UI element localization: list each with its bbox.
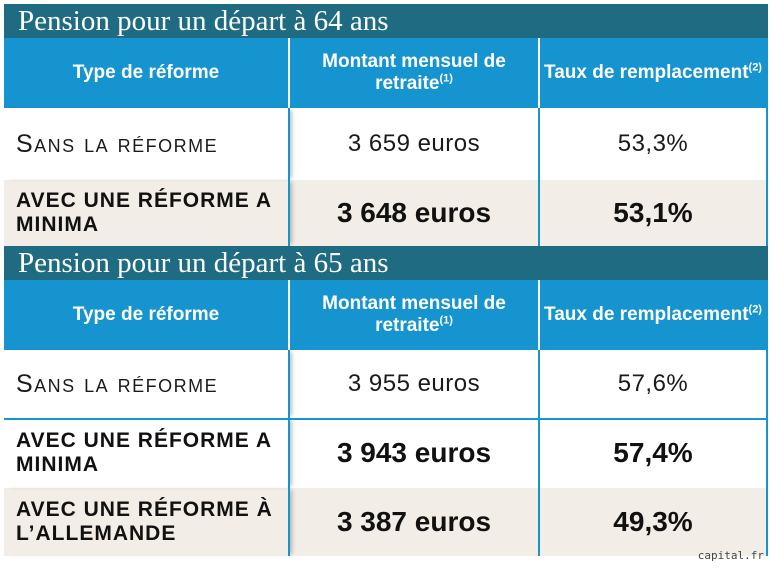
- row-rate: 53,3%: [540, 108, 768, 180]
- row-amount: 3 955 euros: [290, 350, 540, 418]
- row-label: Avec une réforme a minima: [4, 180, 290, 246]
- row-divider: [4, 418, 768, 420]
- amount-note: (1): [439, 72, 453, 85]
- row-amount: 3 943 euros: [290, 418, 540, 488]
- header-rate: Taux de remplacement(2): [540, 280, 768, 350]
- table-header: Type de réforme Montant mensuel de retra…: [4, 38, 768, 108]
- row-amount: 3 659 euros: [290, 108, 540, 180]
- table-header: Type de réforme Montant mensuel de retra…: [4, 280, 768, 350]
- header-rate: Taux de remplacement(2): [540, 38, 768, 108]
- row-rate: 53,1%: [540, 180, 768, 246]
- row-amount: 3 387 euros: [290, 488, 540, 556]
- row-label: Avec une réforme à l’allemande: [4, 488, 290, 556]
- row-label: Avec une réforme a minima: [4, 418, 290, 488]
- section-65: Pension pour un départ à 65 ans Type de …: [4, 246, 768, 556]
- header-type: Type de réforme: [4, 280, 290, 350]
- row-rate: 57,4%: [540, 418, 768, 488]
- section-title: Pension pour un départ à 65 ans: [4, 246, 768, 280]
- table-row: Avec une réforme a minima 3 648 euros 53…: [4, 180, 768, 246]
- header-type: Type de réforme: [4, 38, 290, 108]
- row-rate: 57,6%: [540, 350, 768, 418]
- table-row: Avec une réforme à l’allemande 3 387 eur…: [4, 488, 768, 556]
- rate-note: (2): [748, 303, 762, 316]
- amount-note: (1): [439, 314, 453, 327]
- row-amount: 3 648 euros: [290, 180, 540, 246]
- table-row: Avec une réforme a minima 3 943 euros 57…: [4, 418, 768, 488]
- row-label: Sans la réforme: [4, 350, 290, 418]
- header-amount: Montant mensuel de retraite(1): [290, 38, 540, 108]
- table-row: Sans la réforme 3 955 euros 57,6%: [4, 350, 768, 418]
- section-title: Pension pour un départ à 64 ans: [4, 4, 768, 38]
- section-64: Pension pour un départ à 64 ans Type de …: [4, 4, 768, 246]
- source-credit: capital.fr: [697, 549, 764, 562]
- header-amount: Montant mensuel de retraite(1): [290, 280, 540, 350]
- row-rate: 49,3%: [540, 488, 768, 556]
- table-row: Sans la réforme 3 659 euros 53,3%: [4, 108, 768, 180]
- rate-note: (2): [748, 61, 762, 74]
- row-label: Sans la réforme: [4, 108, 290, 180]
